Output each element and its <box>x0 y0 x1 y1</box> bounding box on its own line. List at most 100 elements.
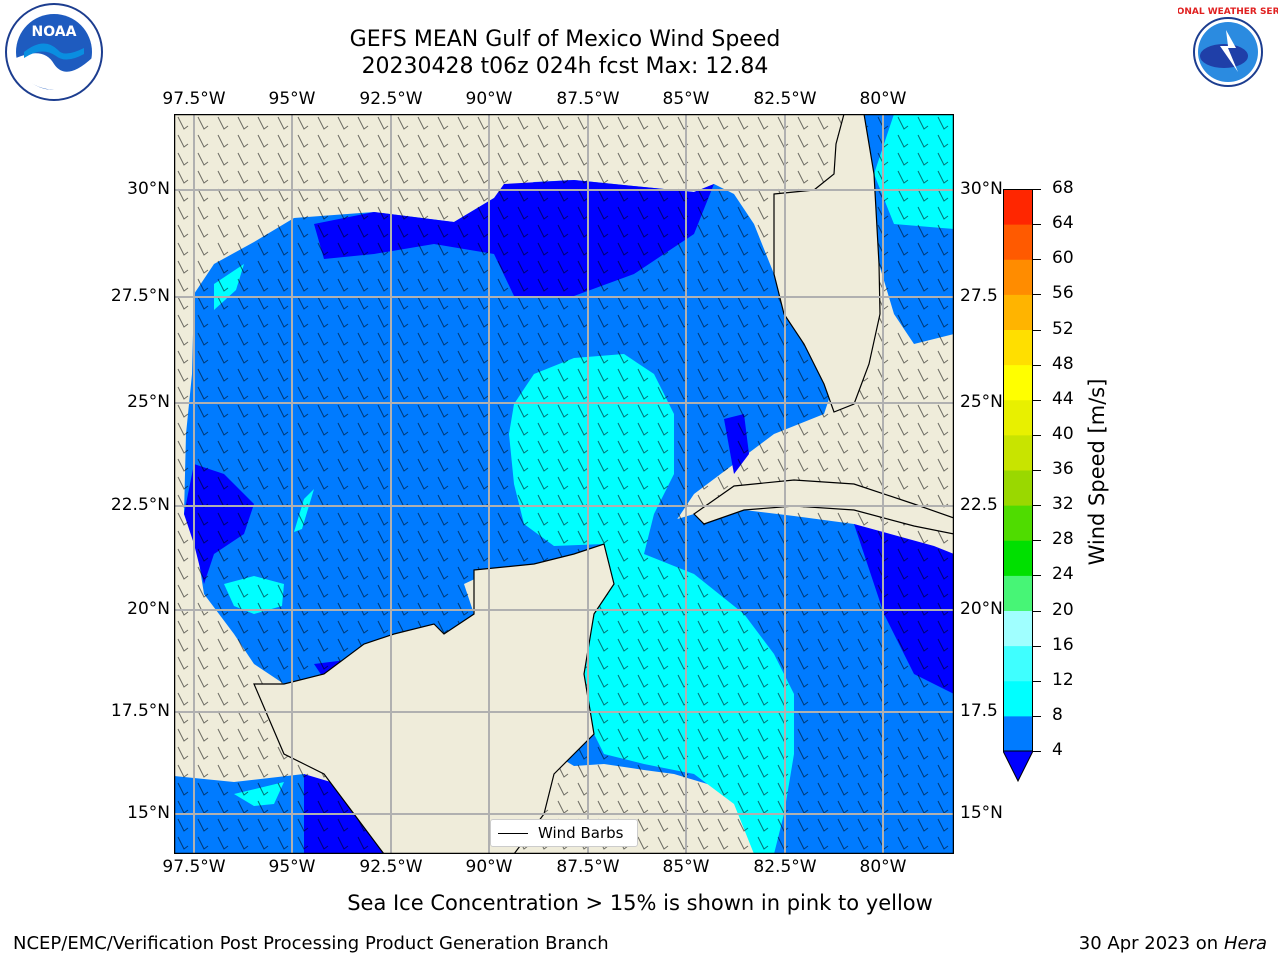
colorbar-segment-1 <box>1003 680 1033 717</box>
noaa-logo-text: NOAA <box>32 24 77 40</box>
lat-label-right-3: 22.5 <box>960 495 998 515</box>
colorbar-segment-14 <box>1003 224 1033 260</box>
lon-label-bottom-5: 85°W <box>662 857 710 877</box>
colorbar-tickmark-7 <box>1033 434 1041 436</box>
legend-line <box>498 832 528 834</box>
colorbar-segment-9 <box>1003 399 1033 436</box>
colorbar-tick-16: 4 <box>1052 740 1063 760</box>
colorbar-tick-5: 48 <box>1052 353 1074 374</box>
lon-label-bottom-1: 95°W <box>268 857 316 877</box>
colorbar-tickmark-0 <box>1033 189 1041 190</box>
lon-label-bottom-7: 80°W <box>859 857 907 877</box>
chart-subtitle: 20230428 t06z 024h fcst Max: 12.84 <box>361 54 769 79</box>
nws-logo-text: NATIONAL WEATHER SERVICE <box>1178 7 1278 17</box>
map-legend: Wind Barbs <box>490 819 638 847</box>
lon-label-top-2: 92.5°W <box>359 89 423 109</box>
lon-label-bottom-4: 87.5°W <box>556 857 620 877</box>
colorbar-segment-3 <box>1003 610 1033 647</box>
colorbar-segment-12 <box>1003 294 1033 330</box>
colorbar-tick-3: 56 <box>1052 283 1074 304</box>
colorbar-tickmark-4 <box>1033 329 1041 331</box>
noaa-logo: NOAA <box>4 2 104 102</box>
colorbar-tickmark-8 <box>1033 470 1041 471</box>
colorbar-tick-6: 44 <box>1052 388 1074 409</box>
legend-label: Wind Barbs <box>538 824 624 842</box>
lat-label-right-0: 30°N <box>960 179 1003 199</box>
lon-label-top-4: 87.5°W <box>556 89 620 109</box>
sea-ice-note: Sea Ice Concentration > 15% is shown in … <box>347 891 933 915</box>
colorbar-tick-12: 20 <box>1052 599 1074 620</box>
colorbar-tickmark-15 <box>1033 715 1041 717</box>
colorbar-segment-6 <box>1003 505 1033 541</box>
colorbar-tickmark-2 <box>1033 259 1041 261</box>
colorbar-segment-11 <box>1003 329 1033 366</box>
footer-host: Hera <box>1223 933 1267 954</box>
lon-label-top-1: 95°W <box>268 89 316 109</box>
lon-label-bottom-3: 90°W <box>465 857 513 877</box>
colorbar-segment-0 <box>1003 715 1033 752</box>
lon-label-bottom-0: 97.5°W <box>162 857 226 877</box>
lon-label-top-7: 80°W <box>859 89 907 109</box>
colorbar-tick-11: 24 <box>1052 564 1074 585</box>
colorbar-tick-9: 32 <box>1052 494 1074 515</box>
colorbar-tickmark-3 <box>1033 294 1041 296</box>
colorbar-tickmark-14 <box>1033 680 1041 682</box>
colorbar-tick-14: 12 <box>1052 669 1074 690</box>
colorbar-tick-8: 36 <box>1052 459 1074 479</box>
lon-label-top-0: 97.5°W <box>162 89 226 109</box>
colorbar-tick-0: 68 <box>1052 178 1074 198</box>
colorbar-tickmark-10 <box>1033 540 1041 542</box>
map-frame <box>173 113 955 855</box>
colorbar-tickmark-6 <box>1033 399 1041 401</box>
colorbar-tick-4: 52 <box>1052 318 1074 339</box>
colorbar-tick-10: 28 <box>1052 529 1074 550</box>
footer-date: 30 Apr 2023 on Hera <box>1079 933 1267 954</box>
colorbar-tickmark-16 <box>1033 751 1041 752</box>
map-panel <box>173 113 955 855</box>
colorbar-tick-2: 60 <box>1052 248 1074 269</box>
colorbar-tickmark-11 <box>1033 575 1041 577</box>
colorbar-frame <box>1003 189 1033 752</box>
colorbar-tickmark-9 <box>1033 505 1041 507</box>
colorbar-segment-10 <box>1003 364 1033 401</box>
footer-date-text: 30 Apr 2023 on <box>1078 933 1224 954</box>
lon-label-top-6: 82.5°W <box>753 89 817 109</box>
colorbar-tickmark-12 <box>1033 610 1041 612</box>
colorbar-segment-5 <box>1003 540 1033 576</box>
lat-label-left-6: 15°N <box>127 803 170 823</box>
lon-label-bottom-2: 92.5°W <box>359 857 423 877</box>
florida-land <box>773 113 881 413</box>
lat-label-right-1: 27.5 <box>960 286 998 306</box>
lat-label-left-1: 27.5°N <box>110 286 170 306</box>
colorbar-segment-4 <box>1003 575 1033 611</box>
nws-logo: NATIONAL WEATHER SERVICE <box>1153 2 1280 102</box>
lat-label-right-5: 17.5 <box>960 701 998 721</box>
colorbar-tick-15: 8 <box>1052 704 1063 725</box>
lon-label-top-3: 90°W <box>465 89 513 109</box>
lat-label-right-6: 15°N <box>960 803 1003 823</box>
footer-credit: NCEP/EMC/Verification Post Processing Pr… <box>13 933 609 954</box>
colorbar-tickmark-5 <box>1033 364 1041 366</box>
colorbar-tickmark-13 <box>1033 645 1041 647</box>
lat-label-left-0: 30°N <box>127 179 170 199</box>
lat-label-left-5: 17.5°N <box>110 701 170 721</box>
colorbar <box>1002 189 1034 783</box>
colorbar-segment-8 <box>1003 434 1033 471</box>
chart-title: GEFS MEAN Gulf of Mexico Wind Speed <box>349 27 781 52</box>
colorbar-segment-13 <box>1003 259 1033 295</box>
colorbar-svg <box>1002 189 1034 783</box>
gridlines <box>174 114 954 854</box>
colorbar-tickmark-1 <box>1033 224 1041 226</box>
yucatan-land <box>253 543 615 855</box>
colorbar-tick-7: 40 <box>1052 423 1074 444</box>
lon-label-top-5: 85°W <box>662 89 710 109</box>
colorbar-segment-2 <box>1003 645 1033 682</box>
colorbar-segment-7 <box>1003 470 1033 506</box>
colorbar-tick-1: 64 <box>1052 213 1074 234</box>
lat-label-left-4: 20°N <box>127 599 170 619</box>
lon-label-bottom-6: 82.5°W <box>753 857 817 877</box>
colorbar-extend-triangle <box>1002 750 1034 783</box>
lat-label-right-4: 20°N <box>960 599 1003 619</box>
wind-speed-map <box>173 113 955 855</box>
colorbar-tick-13: 16 <box>1052 634 1074 655</box>
